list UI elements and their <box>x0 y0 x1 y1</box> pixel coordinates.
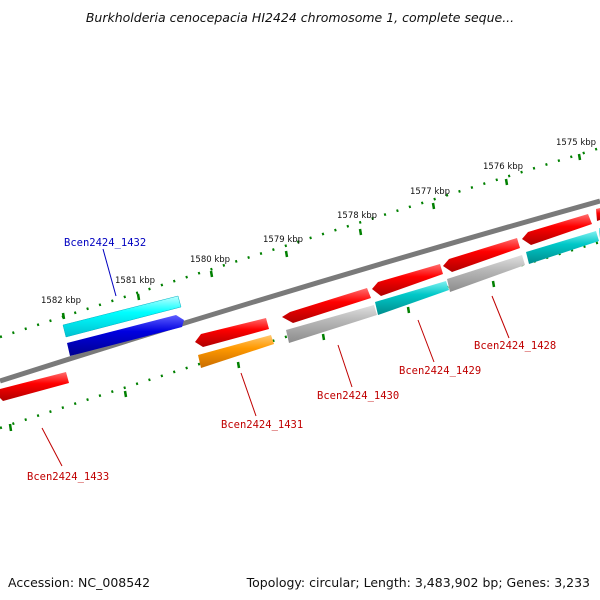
gene-label-bcen2424-1431[interactable]: Bcen2424_1431 <box>221 419 303 431</box>
gene-bcen2424-1429[interactable] <box>372 264 443 296</box>
gene-next-cyan[interactable] <box>526 231 599 264</box>
leader-bcen2424-1430 <box>337 344 353 388</box>
major-tick <box>491 280 496 288</box>
major-tick <box>236 361 241 369</box>
kbp-label: 1577 kbp <box>410 187 450 197</box>
kbp-label: 1576 kbp <box>483 162 523 172</box>
gene-bcen2424-1430-cds[interactable] <box>286 305 377 343</box>
accession-value: NC_008542 <box>78 575 151 590</box>
accession-label: Accession: <box>8 575 75 590</box>
leader-bcen2424-1428 <box>491 295 510 339</box>
gene-bcen2424-1433[interactable] <box>0 372 69 401</box>
forward-strand-genes <box>62 295 184 356</box>
major-tick <box>209 270 214 278</box>
gene-bcen2424-1432-cds[interactable] <box>67 315 184 356</box>
gene-label-bcen2424-1428[interactable]: Bcen2424_1428 <box>474 340 556 352</box>
gene-label-bcen2424-1429[interactable]: Bcen2424_1429 <box>399 365 481 377</box>
gene-labels: Bcen2424_1432 Bcen2424_1433 Bcen2424_143… <box>27 237 556 483</box>
gene-leader-lines <box>41 248 510 467</box>
gene-bcen2424-1429-cds[interactable] <box>375 281 449 315</box>
gene-bcen2424-1431-cds[interactable] <box>198 335 274 368</box>
major-tick <box>136 293 141 301</box>
major-ticks-inner <box>8 280 496 432</box>
gene-label-bcen2424-1433[interactable]: Bcen2424_1433 <box>27 471 109 483</box>
gene-bcen2424-1428[interactable] <box>443 238 520 272</box>
kbp-label: 1582 kbp <box>41 296 81 306</box>
reverse-strand-genes <box>0 208 600 401</box>
kbp-label: 1579 kbp <box>263 235 303 245</box>
leader-bcen2424-1433 <box>41 427 63 467</box>
gene-bcen2424-1428-cds[interactable] <box>447 255 525 292</box>
major-tick <box>504 178 509 186</box>
gene-bcen2424-1432[interactable] <box>62 295 182 338</box>
leader-bcen2424-1432 <box>102 248 117 297</box>
chromosome-backbone <box>0 198 600 384</box>
gene-bcen2424-1431[interactable] <box>195 318 269 347</box>
genome-summary: Topology: circular; Length: 3,483,902 bp… <box>246 575 590 590</box>
leader-bcen2424-1429 <box>417 319 435 363</box>
gene-next-red[interactable] <box>522 214 592 245</box>
major-ticks-outer <box>61 153 582 320</box>
major-tick <box>321 333 326 341</box>
major-tick <box>358 228 363 236</box>
accession-info: Accession: NC_008542 <box>8 575 150 590</box>
major-tick <box>406 306 411 314</box>
chromosome-title: Burkholderia cenocepacia HI2424 chromoso… <box>85 10 515 25</box>
gene-bcen2424-1430[interactable] <box>282 288 371 323</box>
gene-edge-red[interactable] <box>596 208 600 221</box>
major-tick <box>8 423 13 432</box>
kbp-labels: 1575 kbp 1576 kbp 1577 kbp 1578 kbp 1579… <box>41 138 596 306</box>
gene-label-bcen2424-1430[interactable]: Bcen2424_1430 <box>317 390 399 402</box>
kbp-label: 1575 kbp <box>556 138 596 148</box>
kbp-label: 1580 kbp <box>190 255 230 265</box>
leader-bcen2424-1431 <box>240 372 257 417</box>
kbp-label: 1578 kbp <box>337 211 377 221</box>
major-tick <box>284 250 289 258</box>
kbp-label: 1581 kbp <box>115 276 155 286</box>
major-tick <box>577 153 582 161</box>
major-tick <box>431 202 436 210</box>
major-tick <box>123 390 128 398</box>
major-tick <box>61 312 66 320</box>
gene-label-bcen2424-1432[interactable]: Bcen2424_1432 <box>64 237 146 249</box>
